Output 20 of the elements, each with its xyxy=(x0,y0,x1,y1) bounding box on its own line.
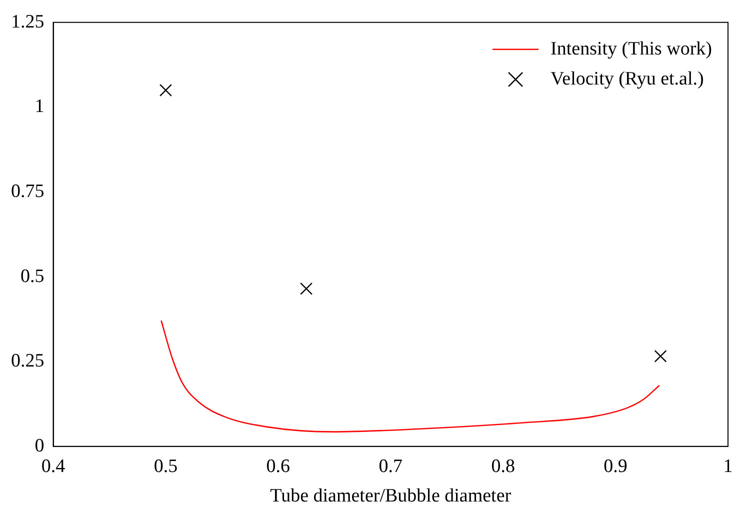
point xyxy=(159,84,172,96)
y-tick-label: 1 xyxy=(34,96,44,118)
y-tick-label: 0.5 xyxy=(20,266,44,287)
y-tick-label: 0 xyxy=(34,435,44,456)
y-tick-label: 0.75 xyxy=(11,180,44,202)
x-tick-label: 0.8 xyxy=(491,456,515,477)
point xyxy=(300,282,313,295)
point xyxy=(654,350,667,362)
legend-label: Velocity (Ryu et.al.) xyxy=(550,68,704,90)
x-tick-label: 0.6 xyxy=(266,456,290,477)
x-tick-label: 0.9 xyxy=(604,456,628,477)
x-tick-label: 1 xyxy=(723,456,733,477)
x-tick-label: 0.4 xyxy=(41,456,66,477)
x-axis-title: Tube diameter/Bubble diameter xyxy=(270,486,512,507)
y-tick-label: 1.25 xyxy=(11,11,44,32)
legend-label: Intensity (This work) xyxy=(550,38,712,60)
x-tick-label: 0.7 xyxy=(378,456,402,477)
y-tick-label: 0.25 xyxy=(11,350,44,372)
line-series xyxy=(160,320,660,432)
x-tick-label: 0.5 xyxy=(154,456,178,477)
